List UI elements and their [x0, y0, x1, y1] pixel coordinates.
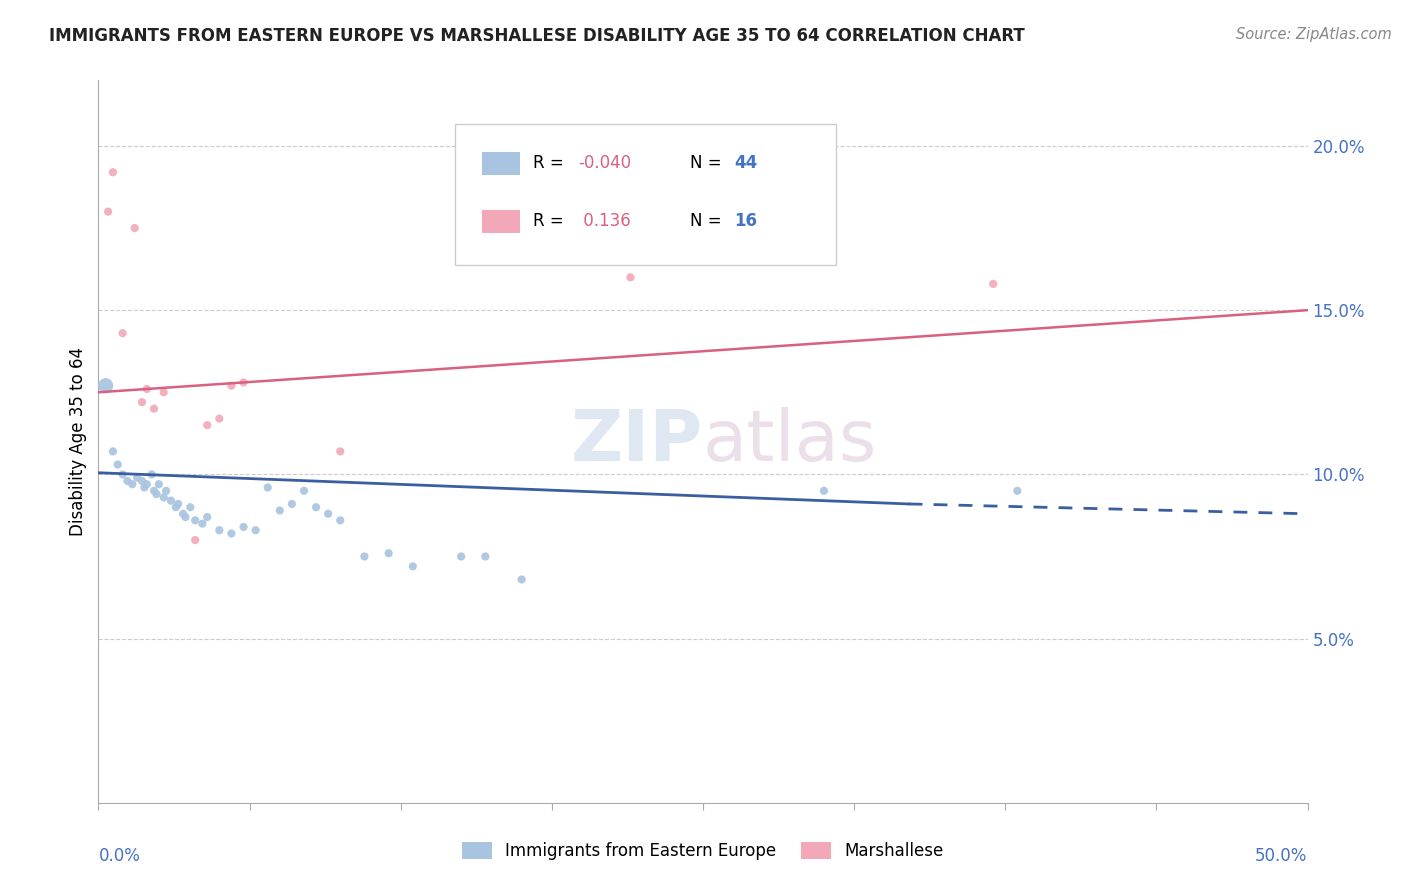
Point — [134, 481, 156, 495]
Point — [167, 497, 190, 511]
Point — [143, 483, 166, 498]
Point — [377, 546, 399, 560]
Point — [101, 444, 124, 458]
Point — [107, 458, 129, 472]
Point — [245, 523, 267, 537]
Point — [131, 474, 153, 488]
Point — [111, 467, 134, 482]
Point — [179, 500, 201, 515]
Point — [97, 204, 120, 219]
Point — [152, 385, 174, 400]
FancyBboxPatch shape — [456, 124, 837, 265]
Text: IMMIGRANTS FROM EASTERN EUROPE VS MARSHALLESE DISABILITY AGE 35 TO 64 CORRELATIO: IMMIGRANTS FROM EASTERN EUROPE VS MARSHA… — [49, 27, 1025, 45]
Point — [191, 516, 214, 531]
Point — [155, 483, 177, 498]
Point — [184, 533, 207, 547]
Text: 44: 44 — [734, 154, 758, 172]
Point — [208, 523, 231, 537]
Point — [281, 497, 304, 511]
Point — [474, 549, 496, 564]
Text: 0.136: 0.136 — [578, 212, 631, 230]
Point — [256, 481, 278, 495]
Text: N =: N = — [690, 212, 727, 230]
Point — [135, 382, 157, 396]
Point — [184, 513, 207, 527]
Point — [813, 483, 835, 498]
Point — [329, 513, 352, 527]
Text: R =: R = — [533, 212, 568, 230]
Point — [232, 520, 254, 534]
Point — [165, 500, 187, 515]
Point — [305, 500, 328, 515]
Point — [117, 474, 139, 488]
Point — [124, 221, 146, 235]
Text: N =: N = — [690, 154, 727, 172]
Point — [353, 549, 375, 564]
Point — [208, 411, 231, 425]
Y-axis label: Disability Age 35 to 64: Disability Age 35 to 64 — [69, 347, 87, 536]
Point — [1007, 483, 1029, 498]
Point — [329, 444, 352, 458]
Point — [195, 510, 218, 524]
Point — [141, 467, 163, 482]
Point — [221, 526, 243, 541]
Point — [152, 491, 174, 505]
Point — [402, 559, 425, 574]
FancyBboxPatch shape — [482, 152, 520, 175]
Point — [121, 477, 143, 491]
Point — [316, 507, 339, 521]
Text: 0.0%: 0.0% — [98, 847, 141, 864]
Point — [94, 378, 117, 392]
Text: Source: ZipAtlas.com: Source: ZipAtlas.com — [1236, 27, 1392, 42]
Text: 16: 16 — [734, 212, 758, 230]
Point — [232, 376, 254, 390]
Point — [111, 326, 134, 340]
Point — [450, 549, 472, 564]
Text: atlas: atlas — [703, 407, 877, 476]
Text: R =: R = — [533, 154, 568, 172]
Point — [510, 573, 533, 587]
Point — [195, 418, 218, 433]
Legend: Immigrants from Eastern Europe, Marshallese: Immigrants from Eastern Europe, Marshall… — [456, 835, 950, 867]
Point — [981, 277, 1004, 291]
Point — [148, 477, 170, 491]
Point — [292, 483, 315, 498]
Point — [269, 503, 291, 517]
Point — [145, 487, 167, 501]
Point — [172, 507, 194, 521]
Point — [160, 493, 183, 508]
Point — [221, 378, 243, 392]
Point — [135, 477, 157, 491]
Text: ZIP: ZIP — [571, 407, 703, 476]
Point — [143, 401, 166, 416]
Point — [131, 395, 153, 409]
Text: -0.040: -0.040 — [578, 154, 631, 172]
Point — [174, 510, 197, 524]
Point — [101, 165, 124, 179]
Point — [619, 270, 641, 285]
Point — [127, 470, 149, 484]
Text: 50.0%: 50.0% — [1256, 847, 1308, 864]
FancyBboxPatch shape — [482, 210, 520, 233]
